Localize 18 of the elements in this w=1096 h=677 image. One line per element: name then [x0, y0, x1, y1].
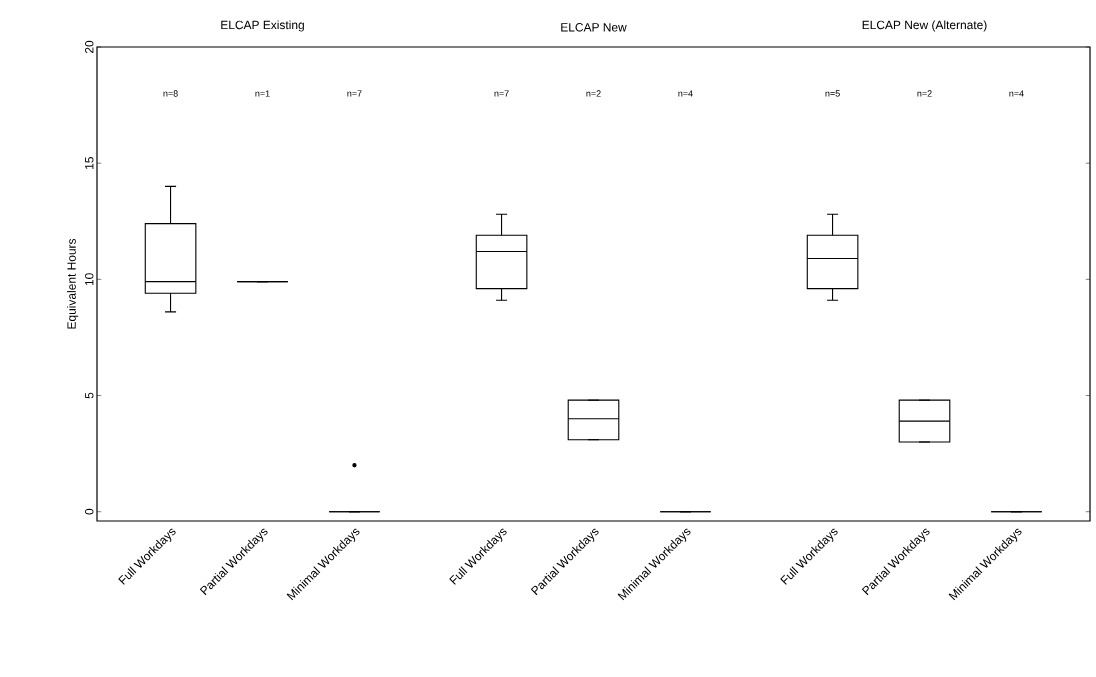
y-tick-label: 20 [85, 40, 94, 54]
annotation: n=7 [347, 90, 362, 97]
annotation: n=4 [678, 90, 693, 97]
y-tick-label: 0 [85, 508, 94, 515]
annotation: n=8 [163, 90, 178, 97]
text: ELCAP New (Alternate) [862, 20, 987, 32]
annotation: n=5 [825, 90, 840, 97]
text: ELCAP New [561, 23, 627, 32]
y-tick-label: 5 [85, 392, 94, 399]
annotation: n=1 [255, 90, 270, 97]
y-tick-label: 10 [85, 273, 94, 286]
text: ELCAP Existing [221, 20, 304, 32]
annotation: n=7 [494, 90, 509, 97]
annotation: n=2 [586, 90, 601, 97]
annotation: n=4 [1009, 90, 1024, 97]
y-tick-label: 15 [85, 157, 94, 169]
y-axis-title: Equivalent Hours [67, 238, 79, 329]
annotation: n=2 [917, 90, 932, 97]
